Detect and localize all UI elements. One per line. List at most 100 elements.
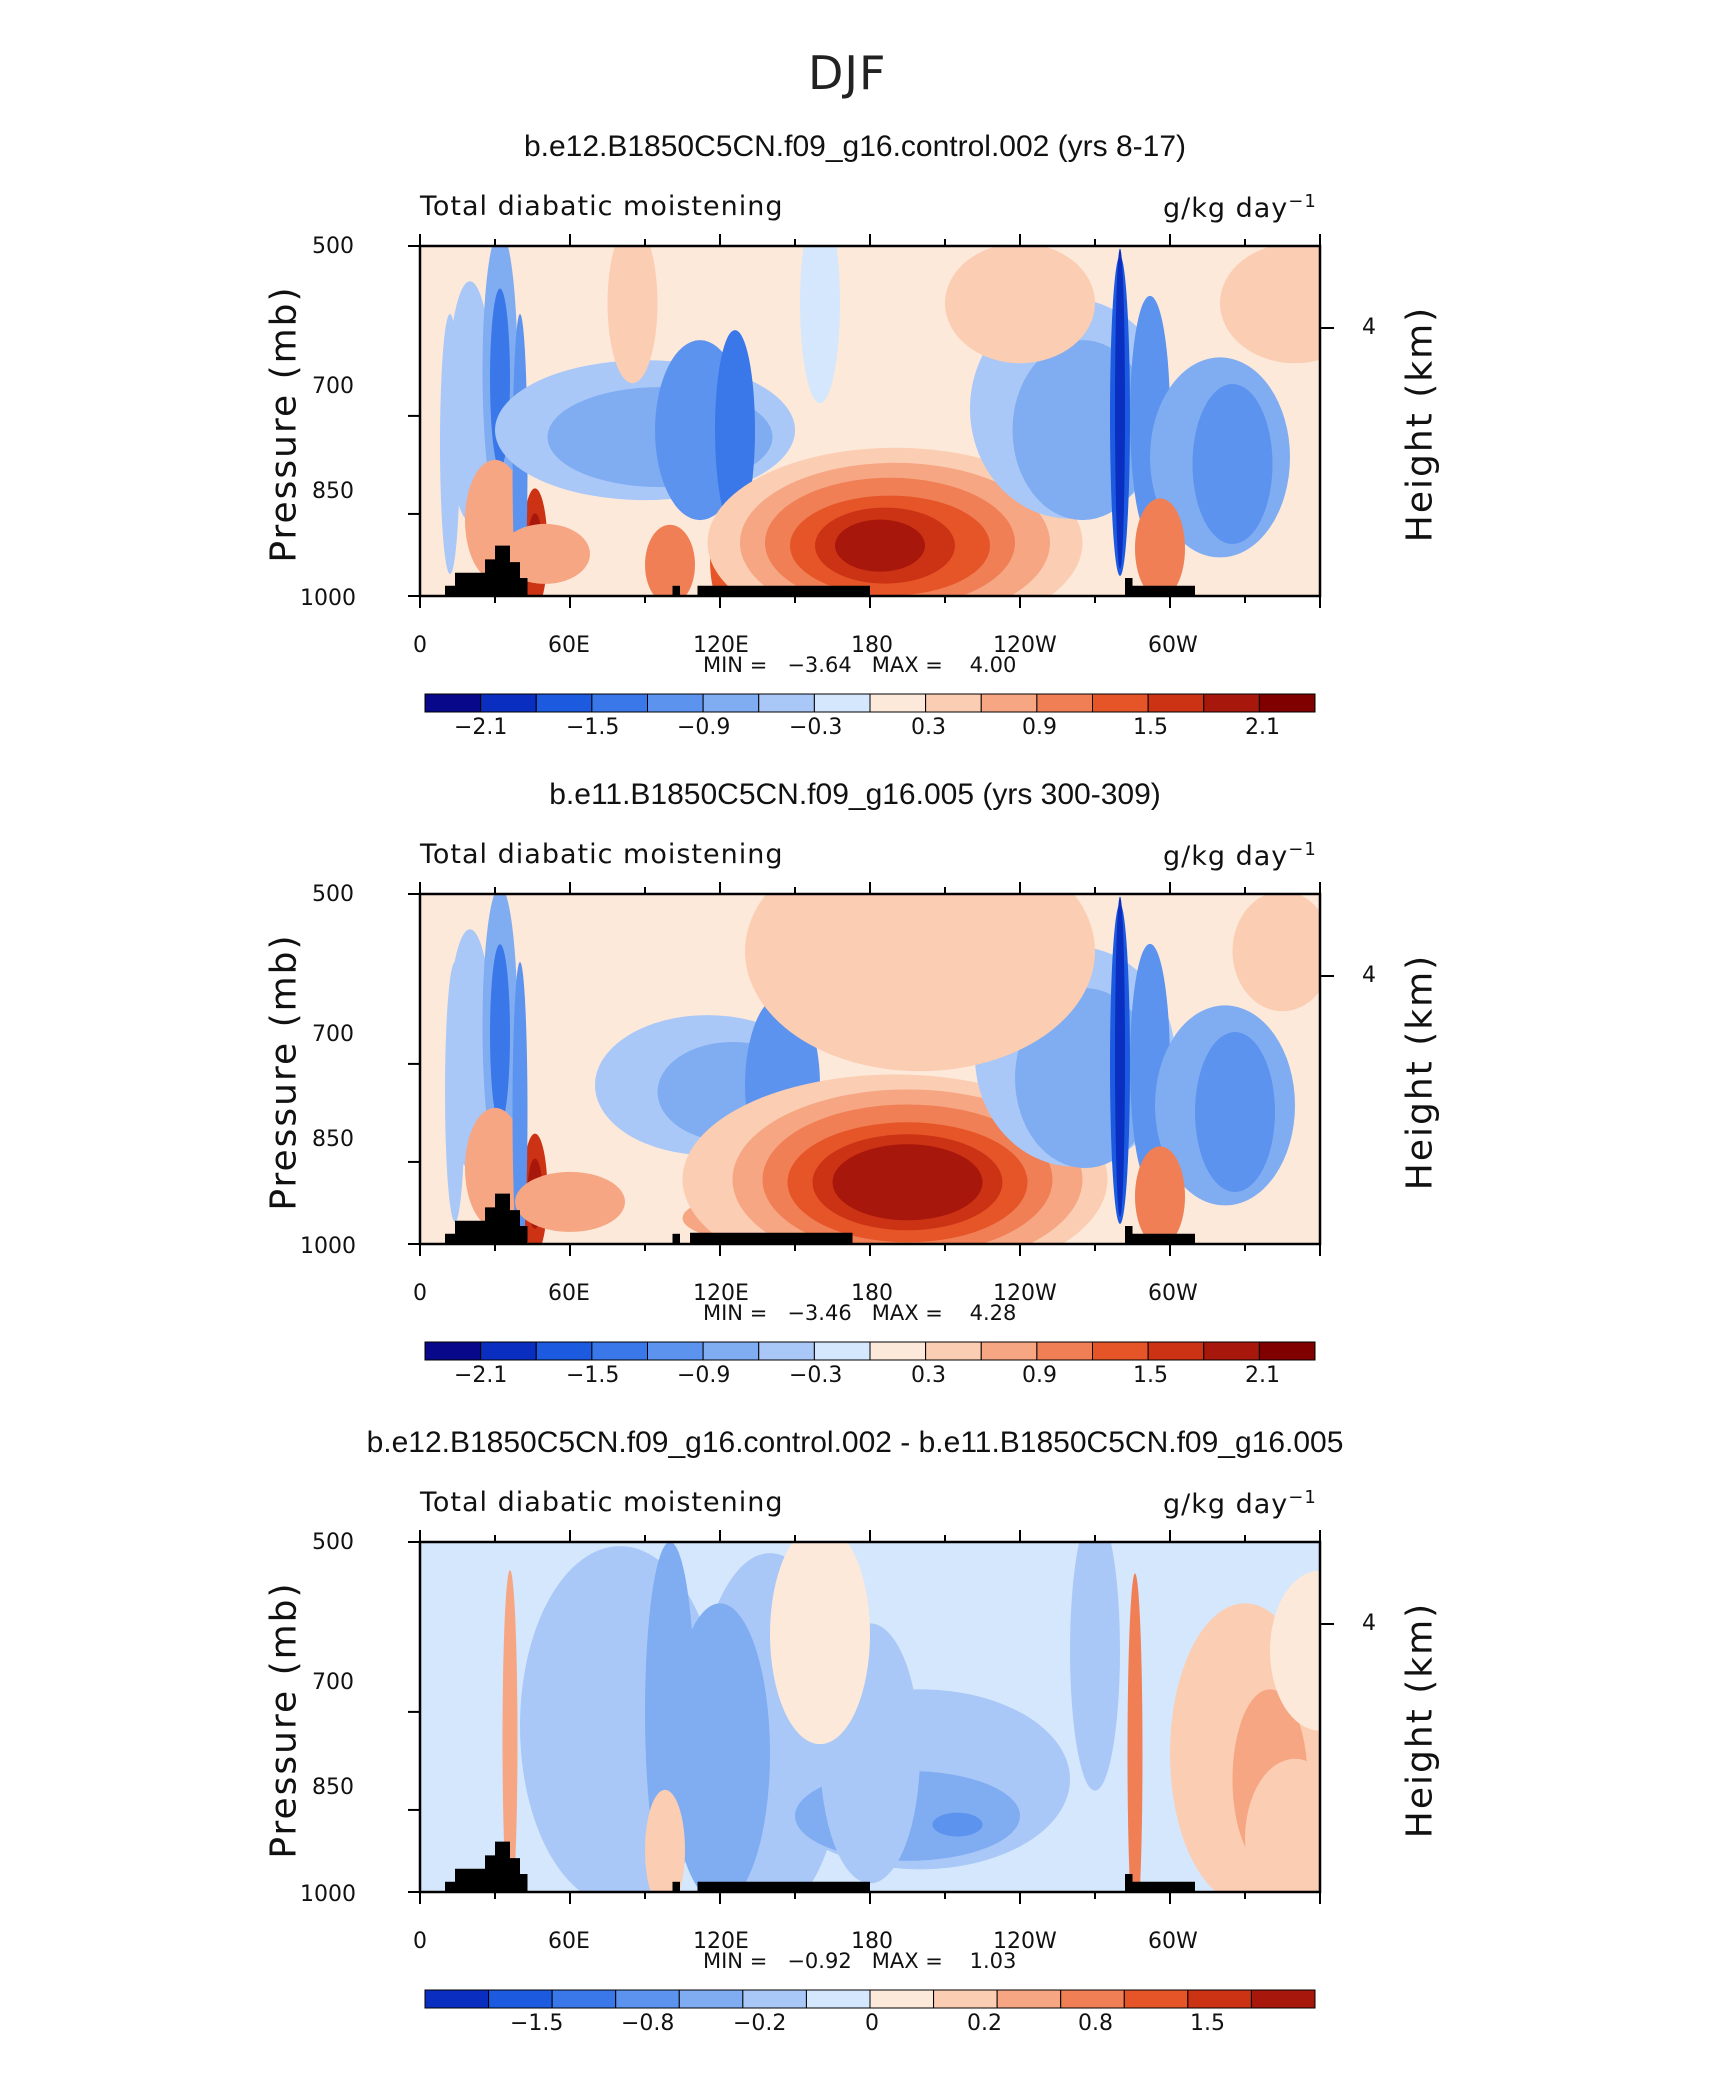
contour-region [835,519,925,572]
colorbar-swatch [980,1341,1038,1361]
contour-region [490,288,510,469]
y-axis-title-right: Height (km) [1399,1601,1441,1839]
contour-region [645,524,695,596]
colorbar-label: 1.5 [1190,2011,1225,2036]
y-tick-label: 500 [312,1530,354,1555]
colorbar-swatch [869,1341,927,1361]
colorbar-label: −0.3 [789,1363,843,1388]
contour-region [682,1193,858,1244]
colorbar-label: −2.1 [454,1363,508,1388]
colorbar-swatch [535,1341,593,1361]
contour-region [1127,1573,1143,1892]
topography-mask [445,545,528,596]
contour-region [645,1542,695,1882]
contour-region [1110,255,1130,576]
contour-region [447,929,493,1170]
figure-title: DJF [808,46,887,100]
contour-region [745,894,1095,1072]
contour-region [655,340,745,521]
contour-region [795,1770,1020,1861]
contour-region [770,1542,870,1745]
x-tick-label: 0 [413,633,427,658]
colorbar-swatch [615,1989,680,2009]
units-label: g/kg day−1 [1163,839,1317,872]
panel-title: b.e12.B1850C5CN.f09_g16.control.002 (yrs… [523,130,1187,163]
contour-region [707,447,1083,596]
topography-mask [672,585,680,596]
field-label: Total diabatic moistening [420,1487,784,1518]
field-background [420,1542,1320,1892]
colorbar-swatch [1203,1341,1260,1361]
colorbar-swatch [591,1341,648,1361]
contour-region [527,1158,543,1229]
x-tick-label: 180 [851,633,893,658]
colorbar-label: 2.1 [1245,1363,1280,1388]
y-tick-label: 700 [312,1670,354,1695]
y-tick-label: 850 [312,1127,354,1152]
y-tick-label: 500 [312,882,354,907]
contour-region [1232,894,1320,1012]
x-tick-label: 0 [413,1929,427,1954]
contour-region [1135,498,1185,596]
contour-region [490,944,510,1125]
contour-region [745,995,820,1176]
contour-region [715,330,755,531]
field-layer [420,246,1320,596]
field-layer [420,1542,1320,1892]
contour-region [945,246,1095,364]
x-tick-label: 120W [993,633,1057,658]
colorbar-swatch [702,1341,760,1361]
contour-region [732,1089,1083,1244]
contour-region [445,961,465,1222]
plot-frame [418,892,1322,1246]
colorbar-swatch [1258,693,1316,713]
contour-region [770,1689,1070,1870]
contour-region [482,246,518,511]
contour-region [820,1623,920,1884]
topography-mask [697,585,870,596]
contour-region [1192,384,1273,545]
contour-region [1220,246,1320,364]
x-tick-label: 60E [548,1281,590,1306]
contour-region [465,459,525,580]
plot-frame [418,1540,1322,1894]
colorbar-swatch [1092,1341,1149,1361]
contour-region [1150,357,1290,558]
colorbar-swatch [488,1989,553,2009]
colorbar-label: −1.5 [566,1363,620,1388]
contour-region [1115,248,1125,569]
y-right-tick-label: 4 [1362,963,1376,988]
contour-region [800,246,840,404]
colorbar-swatch [869,1989,935,2009]
colorbar-swatch [647,1341,704,1361]
contour-region [1155,1005,1295,1206]
contour-region [657,1041,808,1142]
contour-region [1232,1689,1308,1870]
contour-region [870,1810,910,1839]
contour-region [1110,903,1130,1224]
contour-region [447,281,493,522]
colorbar-swatch [925,693,982,713]
colorbar-label: 0.3 [911,1363,946,1388]
colorbar-label: −0.2 [733,2011,787,2036]
contour-region [500,523,590,584]
contour-region [1195,1032,1275,1193]
colorbar-label: 0.2 [967,2011,1002,2036]
colorbar-swatch [1250,1989,1316,2009]
y-tick-label: 1000 [300,1234,356,1259]
min-max-readout: MIN = −3.64 MAX = 4.00 [703,653,1017,677]
colorbar-swatch [996,1989,1062,2009]
contour-region [832,1144,983,1221]
y-axis-title: Pressure (mb) [263,285,305,563]
y-tick-label: 850 [312,1775,354,1800]
contour-region [520,1546,720,1892]
contour-region [710,1167,730,1244]
colorbar-label: −2.1 [454,715,508,740]
x-tick-label: 60W [1148,1929,1198,1954]
colorbar-swatch [925,1341,982,1361]
field-background [420,246,1320,596]
x-tick-label: 120E [693,1929,749,1954]
contour-region [762,1104,1053,1244]
colorbar-swatch [480,1341,537,1361]
